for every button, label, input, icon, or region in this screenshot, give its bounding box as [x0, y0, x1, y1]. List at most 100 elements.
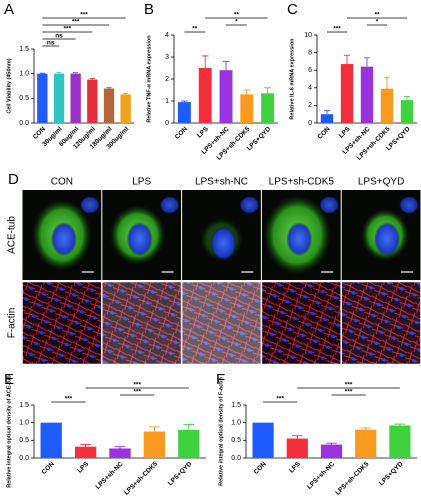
error-bar	[323, 110, 331, 115]
y-tick-label: 0.0	[19, 120, 29, 127]
column-label: LPS	[132, 177, 151, 188]
row-label: F-actin	[7, 308, 18, 339]
significance-label: ***	[345, 389, 353, 396]
y-tick-label: 1	[165, 98, 169, 105]
bar	[261, 93, 275, 123]
microscopy-panel: CON LPS LPS+sh-NC LPS+sh-CDK5 LPS+QYD ACE-tub…	[7, 177, 421, 365]
y-tick-label: 3	[165, 54, 169, 61]
significance-label: *	[376, 19, 379, 26]
bar	[103, 88, 115, 123]
image-frame	[22, 281, 102, 365]
image	[22, 282, 102, 364]
y-tick-label: 8	[308, 49, 312, 56]
error-bar	[360, 427, 372, 430]
nucleus	[374, 222, 401, 256]
panel-label: A	[4, 1, 14, 18]
bar	[37, 73, 48, 123]
significance-label: *	[235, 19, 238, 26]
panel-label: C	[287, 1, 298, 18]
image-frame	[261, 281, 341, 365]
significance-label: ***	[65, 396, 73, 403]
y-tick-label: 1.5	[19, 402, 29, 409]
y-tick-label: 1.5	[231, 402, 241, 409]
y-tick-label: 4	[308, 85, 312, 92]
bar	[219, 70, 233, 123]
x-tick-label: CON	[253, 460, 268, 475]
bar	[320, 444, 343, 458]
error-bar	[326, 442, 337, 445]
x-tick-label: CON	[174, 125, 189, 140]
y-axis-label: Relative TNF-α mRNA expression	[146, 35, 152, 123]
significance-label: ***	[345, 382, 353, 389]
error-bar	[149, 426, 160, 432]
bar	[400, 100, 414, 123]
x-tick-label: LPS+sh-NC	[306, 460, 336, 490]
error-bar	[243, 89, 251, 95]
significance-label: ns	[55, 33, 63, 40]
significance-label: ***	[276, 396, 284, 403]
error-bar	[183, 423, 195, 430]
bar	[120, 94, 131, 123]
x-tick-label: LPS	[76, 460, 90, 474]
bar	[70, 73, 81, 123]
error-bar	[106, 87, 112, 89]
y-axis-label: Relative integral optical density of ACE…	[6, 375, 12, 488]
y-tick-label: 6	[308, 67, 312, 74]
significance-label: ***	[133, 382, 141, 389]
significance-label: ***	[133, 389, 141, 396]
x-tick-label: CON	[316, 125, 331, 140]
nucleus	[286, 222, 313, 256]
error-bar	[89, 78, 95, 80]
significance-label: ***	[333, 26, 341, 33]
nucleus	[210, 226, 237, 261]
y-tick-label: 10	[304, 32, 312, 39]
column-label: LPS+sh-CDK5	[269, 177, 335, 188]
column-label: CON	[51, 177, 73, 188]
y-tick-label: 2	[308, 102, 312, 109]
y-tick-label: 1.0	[19, 420, 29, 427]
error-bar	[73, 72, 79, 74]
significance-label: **	[234, 12, 240, 19]
y-tick-label: 0.5	[19, 95, 29, 102]
x-tick-label: LPS+sh-NC	[95, 460, 125, 490]
bar	[177, 102, 191, 123]
nucleus	[79, 196, 100, 214]
panel-label: F	[216, 371, 225, 388]
error-bar	[403, 96, 411, 101]
y-tick-label: 0.0	[231, 455, 241, 462]
x-tick-label: LPS	[288, 460, 302, 474]
x-tick-label: LPS	[338, 125, 352, 139]
error-bar	[264, 87, 271, 94]
bar	[252, 422, 274, 458]
bar	[320, 114, 334, 123]
nucleus	[239, 196, 260, 214]
bar	[87, 79, 98, 123]
image-frame	[102, 281, 182, 365]
bar	[198, 68, 212, 123]
x-tick-label: LPS+sh-CDK5	[334, 460, 370, 496]
y-axis-label: Relative IL-6 mRNA expression	[289, 38, 295, 120]
x-tick-label: LPS+sh-CDK5	[123, 460, 159, 496]
y-tick-label: 2	[165, 76, 169, 83]
bar	[355, 429, 377, 458]
error-bar	[80, 444, 91, 447]
panel-label: E	[4, 371, 14, 388]
bar	[40, 422, 62, 458]
y-tick-label: 1.0	[19, 71, 29, 78]
y-tick-label: 0.0	[19, 455, 29, 462]
image	[182, 282, 261, 364]
error-bar	[394, 423, 406, 426]
error-bar	[181, 100, 188, 103]
nucleus	[126, 222, 153, 256]
bar	[240, 94, 254, 123]
significance-label: ***	[72, 19, 80, 26]
bar	[178, 429, 200, 458]
y-axis-label: Relative integral optical density of F-a…	[218, 376, 224, 485]
y-axis-label: Cell Viability (450nm)	[6, 58, 12, 113]
error-bar	[383, 76, 391, 89]
image-frame	[181, 281, 262, 365]
significance-label: ***	[64, 26, 72, 33]
y-tick-label: 0.5	[231, 437, 241, 444]
significance-label: **	[374, 12, 380, 19]
error-bar	[114, 446, 126, 449]
